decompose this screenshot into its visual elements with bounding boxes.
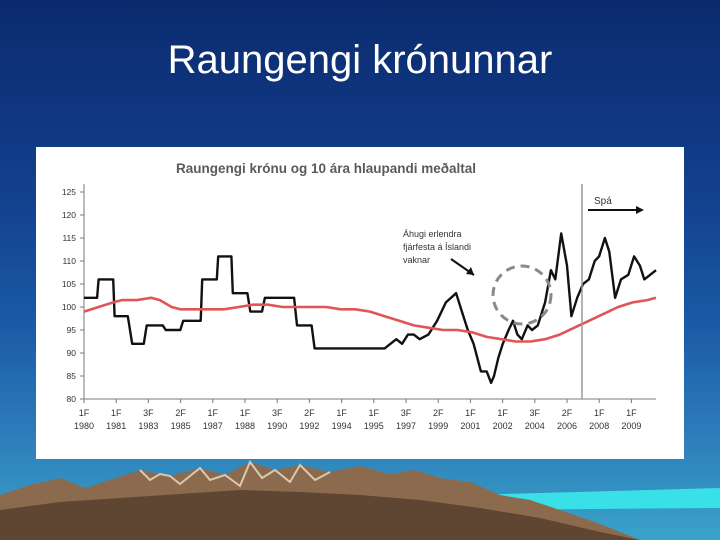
x-tick-label-top: 1F — [208, 408, 219, 418]
y-tick-label: 100 — [62, 302, 76, 312]
annotation-arrowhead — [466, 267, 474, 275]
x-tick-label-year: 2002 — [493, 421, 513, 431]
x-tick-label-year: 1994 — [332, 421, 352, 431]
x-tick-label-top: 1F — [111, 408, 122, 418]
annotation-text-line: vaknar — [403, 255, 430, 265]
x-tick-label-top: 3F — [143, 408, 154, 418]
chart: Raungengi krónu og 10 ára hlaupandi meða… — [62, 161, 657, 431]
x-tick-label-year: 1980 — [74, 421, 94, 431]
x-tick-label-year: 1987 — [203, 421, 223, 431]
forecast-arrowhead — [636, 206, 644, 214]
y-tick-label: 120 — [62, 210, 76, 220]
x-tick-label-top: 3F — [272, 408, 283, 418]
x-tick-label-top: 1F — [465, 408, 476, 418]
annotation-text-line: fjárfesta á Íslandi — [403, 242, 471, 252]
annotation-text-line: Áhugi erlendra — [403, 229, 462, 239]
x-tick-label-top: 1F — [336, 408, 347, 418]
y-tick-label: 105 — [62, 279, 76, 289]
x-tick-label-year: 1995 — [364, 421, 384, 431]
mountain-landscape — [0, 460, 720, 540]
x-tick-label-year: 1988 — [235, 421, 255, 431]
x-tick-label-top: 3F — [530, 408, 541, 418]
mountain-shadow — [0, 490, 640, 540]
x-tick-label-top: 1F — [240, 408, 251, 418]
y-tick-label: 110 — [62, 256, 76, 266]
x-tick-label-top: 1F — [594, 408, 605, 418]
x-tick-label-top: 2F — [562, 408, 573, 418]
y-tick-label: 80 — [67, 394, 77, 404]
x-tick-label-top: 2F — [304, 408, 315, 418]
snow-ridges — [139, 460, 331, 488]
x-tick-label-year: 1990 — [267, 421, 287, 431]
x-tick-label-year: 2004 — [525, 421, 545, 431]
series-group — [83, 232, 657, 385]
x-tick-label-year: 1997 — [396, 421, 416, 431]
x-tick-label-year: 2008 — [589, 421, 609, 431]
x-tick-label-top: 1F — [626, 408, 637, 418]
x-tick-label-top: 1F — [369, 408, 380, 418]
y-tick-label: 85 — [67, 371, 77, 381]
x-tick-label-year: 2009 — [621, 421, 641, 431]
x-axis: 1F 1980 1F 1981 3F 1983 2F 1985 1F 1987 1F 1988 3F 19… — [74, 398, 656, 431]
annotation-dashed-circle — [491, 264, 553, 326]
chart-title: Raungengi krónu og 10 ára hlaupandi meða… — [176, 161, 476, 176]
x-tick-label-year: 1981 — [106, 421, 126, 431]
forecast-label: Spá — [594, 196, 612, 207]
x-tick-label-top: 1F — [497, 408, 508, 418]
y-tick-label: 115 — [62, 233, 76, 243]
y-axis: 80 85 90 95 100 105 110 115 120 125 — [62, 184, 85, 404]
x-tick-label-top: 2F — [433, 408, 444, 418]
series-line-1 — [83, 296, 657, 343]
x-tick-label-top: 1F — [79, 408, 90, 418]
y-tick-label: 125 — [62, 187, 76, 197]
annotations: Áhugi erlendra fjárfesta á Íslandi vaknar S… — [403, 184, 644, 399]
x-tick-label-top: 2F — [175, 408, 186, 418]
chart-panel: Raungengi krónu og 10 ára hlaupandi meða… — [36, 147, 684, 459]
x-tick-label-year: 1983 — [138, 421, 158, 431]
x-tick-label-year: 2006 — [557, 421, 577, 431]
x-tick-label-year: 1999 — [428, 421, 448, 431]
series-line-0 — [84, 232, 657, 385]
x-tick-label-year: 1992 — [299, 421, 319, 431]
y-tick-label: 95 — [67, 325, 77, 335]
slide-title: Raungengi krónunnar — [167, 38, 553, 82]
x-tick-label-year: 2001 — [460, 421, 480, 431]
x-tick-label-top: 3F — [401, 408, 412, 418]
y-tick-label: 90 — [67, 348, 77, 358]
x-tick-label-year: 1985 — [171, 421, 191, 431]
